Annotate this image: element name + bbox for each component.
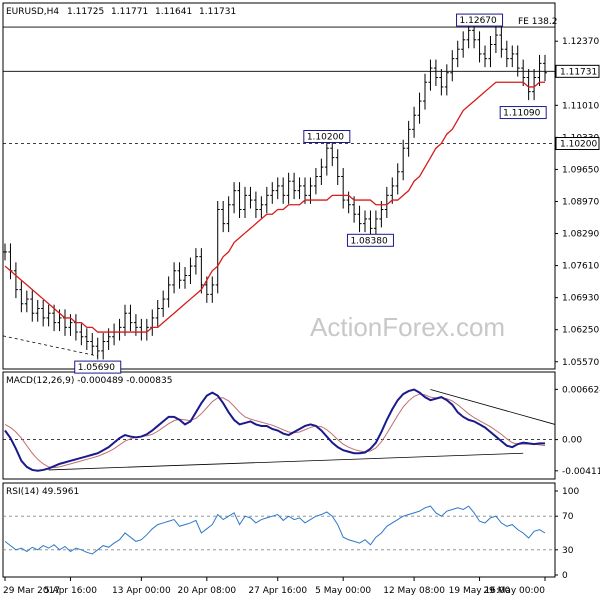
price-panel-frame	[2, 2, 556, 370]
x-tick-label-0: 29 Mar 2017	[3, 586, 60, 596]
x-tick-label-5: 5 May 00:00	[315, 586, 371, 596]
annotation-box-3	[346, 233, 394, 247]
macd-trendline-0	[48, 452, 524, 471]
macd-panel-frame	[2, 371, 556, 480]
price-ytick-label-9: 1.05570	[562, 358, 599, 368]
price-header-close: 1.11731	[199, 7, 236, 17]
annotation-label-0: 1.12670	[460, 16, 497, 26]
price-ytick-label-7: 1.06930	[562, 294, 599, 304]
current-price-label: 1.11731	[560, 67, 597, 77]
x-tick-label-2: 13 Apr 00:00	[112, 586, 171, 596]
macd-ytick-label-1: 0.00	[562, 436, 582, 446]
macd-ytick-label-2: -0.004116	[562, 467, 600, 477]
annotation-label-3: 1.08380	[350, 236, 387, 246]
annotation-box-2	[303, 130, 351, 144]
macd-ytick-label-0: 0.006624	[562, 385, 600, 395]
rsi-line	[4, 505, 546, 555]
price-ytick-label-4: 1.08970	[562, 197, 599, 207]
rsi-ytick-label-1: 70	[562, 512, 574, 522]
rsi-ytick-label-0: 100	[562, 487, 579, 497]
price-ytick-label-6: 1.07610	[562, 262, 599, 272]
price-ytick-label-8: 1.06250	[562, 326, 599, 336]
macd-line	[4, 388, 545, 472]
price-ytick-label-0: 1.12370	[562, 37, 599, 47]
price-header-open: 1.11725	[67, 7, 104, 17]
rsi-plot	[3, 505, 555, 555]
annotation-box-1	[499, 106, 547, 120]
price-ytick-label-3: 1.09650	[562, 165, 599, 175]
current-price-box	[555, 64, 600, 78]
watermark: ActionForex.com	[310, 312, 505, 342]
price-header-high: 1.11771	[111, 7, 148, 17]
price-ytick-label-5: 1.08290	[562, 230, 599, 240]
rsi-panel-frame	[2, 482, 556, 578]
x-tick-label-6: 12 May 08:00	[383, 586, 445, 596]
x-tick-label-3: 20 Apr 08:00	[177, 586, 236, 596]
price-header-low: 1.11641	[155, 7, 192, 17]
price-ytick-label-1: 1.11010	[562, 101, 599, 111]
annotation-box-4	[74, 360, 122, 374]
x-tick-label-4: 27 Apr 16:00	[248, 586, 307, 596]
macd-trendline-1	[430, 389, 556, 425]
price-plot: 1.12670 1.11090 1.10200 1.08380 1.05690 FE 13…	[2, 13, 558, 374]
level-label: 1.10200	[560, 140, 597, 150]
macd-title: MACD(12,26,9) -0.000489 -0.000835	[6, 376, 172, 386]
annotation-label-2: 1.10200	[307, 133, 344, 143]
x-tick-label-7: 19 May 16:00	[449, 586, 511, 596]
rsi-ytick-label-3: 0	[562, 571, 568, 581]
annotation-label-4: 1.05690	[78, 363, 115, 373]
price-trendline	[2, 335, 98, 357]
price-ma-line	[4, 81, 545, 333]
annotation-box-0	[456, 13, 504, 27]
fe-label: FE 138.2	[518, 17, 558, 27]
x-tick-label-8: 29 May 00:00	[483, 586, 545, 596]
rsi-title: RSI(14) 49.5961	[6, 487, 79, 497]
annotation-label-1: 1.11090	[503, 109, 540, 119]
price-header-symbol: EURUSD,H4	[6, 7, 59, 17]
level-box	[555, 137, 600, 151]
axes-labels: 1.123701.110101.103301.096501.089701.082…	[3, 37, 600, 596]
rsi-ytick-label-2: 30	[562, 546, 574, 556]
macd-plot	[3, 388, 556, 472]
macd-signal-line	[4, 393, 546, 469]
x-tick-label-1: 5 Apr 16:00	[44, 586, 97, 596]
